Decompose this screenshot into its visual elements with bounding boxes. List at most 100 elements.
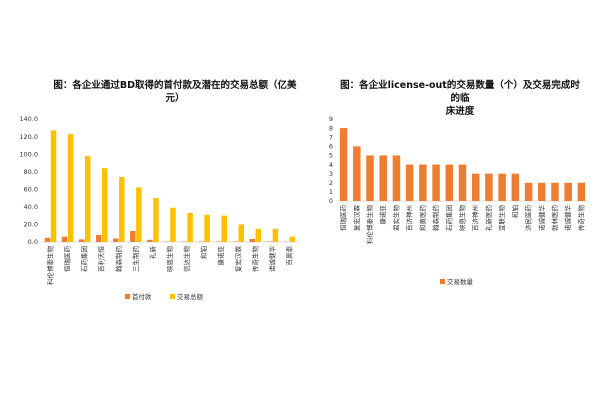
bar-series1	[392, 155, 401, 201]
bar-series1	[524, 182, 533, 201]
bar-series1	[458, 164, 467, 201]
y-tick-label: 120.0	[19, 133, 38, 141]
category-label: 百利天恒	[97, 246, 106, 273]
bar-series2	[238, 224, 245, 242]
bar-series1	[485, 173, 493, 201]
chart-left: 0.0 20.0 40.0 60.0 80.0 100.0 120.0 140.0 科伦博泰生物…	[19, 115, 298, 301]
y-tick-label: 20.0	[24, 221, 38, 229]
y-tick-label: 5	[329, 152, 333, 160]
category-label: 君实生物	[391, 205, 400, 232]
category-label: 传奇生物	[250, 246, 259, 273]
category-label: 恒瑞医药	[339, 205, 348, 232]
category-label: 礼新医药	[484, 204, 493, 231]
category-label: 礼新	[148, 246, 157, 260]
bar-series1	[551, 182, 559, 201]
category-label: 翰森制药	[114, 246, 123, 273]
legend-swatch	[440, 279, 445, 284]
legend-label: 交易总额	[177, 292, 204, 301]
category-label: 勃林医药	[550, 205, 559, 232]
category-label: 映恩生物	[165, 246, 174, 273]
category-label: 诺诚健华	[563, 205, 572, 232]
category-label: 复宏汉霖	[352, 205, 361, 232]
y-tick-label: 7	[329, 133, 333, 141]
y-tick-label: 8	[329, 124, 333, 132]
y-tick-label: 0	[329, 197, 333, 205]
category-label: 石药集团	[444, 205, 453, 231]
bar-series2	[67, 133, 74, 242]
y-tick-label: 4	[329, 161, 333, 169]
category-label: 信达生物	[182, 246, 191, 273]
bar-series1	[61, 236, 68, 242]
category-label: 翰森制药	[431, 205, 440, 232]
y-tick-label: 100.0	[19, 150, 38, 158]
bar-series1	[538, 182, 546, 201]
legend-swatch	[125, 294, 130, 299]
bar-series2	[289, 236, 296, 242]
bar-series1	[564, 182, 572, 201]
bar-series1	[419, 164, 427, 201]
y-tick-label: 60.0	[24, 185, 38, 193]
bar-series2	[187, 213, 193, 242]
category-label: 百奥泰	[284, 246, 293, 266]
y-tick-label: 3	[329, 170, 333, 178]
category-label: 济民医药	[524, 205, 533, 232]
y-tick-label: 6	[329, 143, 333, 151]
legend-swatch	[170, 294, 175, 299]
legend-label: 交易数量	[447, 277, 474, 286]
y-tick-label: 80.0	[24, 168, 38, 176]
bar-series1	[445, 164, 454, 201]
bar-series1	[44, 237, 51, 242]
category-label: 诺诚健华	[267, 246, 276, 273]
bar-series2	[153, 198, 159, 242]
bar-series2	[255, 228, 262, 242]
category-label: 康诺亚	[378, 205, 387, 225]
bar-series1	[471, 173, 480, 201]
category-label: 传奇生物	[576, 205, 585, 232]
category-label: 百济神州	[471, 205, 480, 231]
category-label: 石药集团	[80, 246, 89, 272]
bar-series2	[119, 176, 125, 242]
bar-series1	[366, 155, 374, 201]
bar-series1	[432, 164, 440, 201]
bar-series1	[405, 164, 414, 201]
y-tick-label: 40.0	[24, 203, 38, 211]
category-label: 诺诚健华	[537, 205, 546, 232]
bar-series1	[249, 238, 256, 242]
chart-title-left: 图：各企业通过BD取得的首付款及潜在的交易总额（亿美元）	[53, 80, 297, 104]
bar-series2	[170, 207, 176, 242]
category-label: 宜联生物	[497, 205, 506, 232]
bar-series2	[221, 215, 227, 242]
category-label: 和黄医药	[418, 205, 427, 232]
bar-series2	[136, 187, 142, 242]
category-label: 百济神州	[405, 205, 414, 231]
category-label: 康诺亚	[216, 246, 225, 266]
bar-series1	[511, 173, 520, 201]
y-tick-label: 140.0	[19, 115, 38, 123]
bar-series2	[204, 214, 210, 242]
bar-series1	[130, 231, 136, 242]
category-label: 恒瑞医药	[63, 246, 72, 273]
bar-series2	[272, 228, 279, 242]
bar-series1	[339, 128, 348, 201]
bar-series2	[101, 168, 108, 242]
y-tick-label: 9	[329, 115, 333, 123]
bar-series1	[78, 239, 85, 242]
bar-series2	[84, 155, 91, 242]
category-label: 科伦博泰生物	[46, 246, 55, 286]
category-label: 复宏汉霖	[233, 246, 242, 273]
legend-label: 首付款	[132, 292, 152, 301]
bar-series1	[577, 182, 586, 201]
category-label: 科伦博泰生物	[365, 205, 374, 245]
category-label: 和铂	[199, 246, 208, 259]
bar-series1	[113, 238, 119, 242]
category-label: 映恩生物	[458, 205, 467, 232]
y-tick-label: 1	[329, 188, 333, 196]
bar-series1	[498, 173, 506, 201]
bar-series2	[50, 130, 57, 242]
category-label: 三生制药	[131, 246, 140, 273]
bar-series1	[353, 146, 361, 201]
chart-title-right: 图：各企业license-out的交易数量（个）及交易完成时的临 床进度	[340, 80, 580, 117]
bar-series1	[379, 155, 387, 201]
bar-series1	[147, 239, 153, 242]
